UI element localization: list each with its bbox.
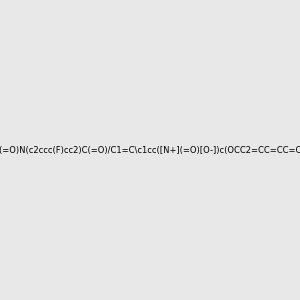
Text: O=C1NC(=O)N(c2ccc(F)cc2)C(=O)/C1=C\c1cc([N+](=O)[O-])c(OCC2=CC=CC=C2)cc1OC: O=C1NC(=O)N(c2ccc(F)cc2)C(=O)/C1=C\c1cc(… <box>0 146 300 154</box>
